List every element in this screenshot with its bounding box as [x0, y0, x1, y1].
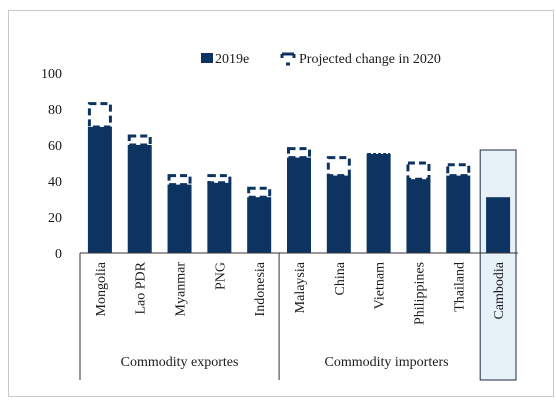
projected-change-malaysia	[287, 147, 311, 160]
bar-2019e-philippines	[406, 179, 431, 253]
y-tick-label: 60	[48, 139, 62, 154]
frame-border-left	[8, 10, 9, 397]
bar-2019e-china	[326, 175, 351, 253]
x-tick-label-philippines: Philippines	[412, 262, 427, 325]
bar-2019e-cambodia	[486, 197, 511, 253]
legend-label-projected: Projected change in 2020	[299, 52, 441, 67]
legend-swatch-projected	[280, 52, 296, 66]
y-tick-label: 20	[48, 211, 62, 226]
x-tick-label-png: PNG	[213, 262, 228, 290]
bar-2019e-indonesia	[247, 197, 272, 253]
x-tick-label-china: China	[333, 261, 348, 295]
bar-2019e-lao-pdr	[127, 145, 152, 253]
frame-border-top	[8, 10, 554, 11]
group-label-commodity-exportes: Commodity exportes	[121, 355, 239, 370]
group-label-commodity-importers: Commodity importers	[325, 355, 449, 370]
projected-change-china	[326, 156, 351, 178]
x-tick-label-cambodia: Cambodia	[492, 261, 507, 319]
y-tick-label: 100	[41, 67, 62, 82]
projected-change-vietnam	[367, 153, 391, 157]
x-tick-label-vietnam: Vietnam	[373, 262, 388, 309]
bar-2019e-vietnam	[366, 154, 391, 253]
projected-change-philippines	[406, 161, 431, 181]
x-tick-label-myanmar: Myanmar	[174, 262, 189, 317]
bar-2019e-malaysia	[287, 157, 311, 253]
bar-2019e-thailand	[446, 175, 471, 253]
legend-swatch-2019e	[201, 53, 213, 63]
x-tick-label-indonesia: Indonesia	[253, 261, 268, 316]
x-tick-label-lao-pdr: Lao PDR	[134, 261, 149, 314]
y-tick-label: 80	[48, 103, 62, 118]
x-tick-label-mongolia: Mongolia	[94, 261, 109, 316]
y-tick-label: 0	[55, 247, 62, 262]
projected-change-lao-pdr	[127, 134, 152, 147]
frame-border-bottom	[8, 396, 554, 397]
frame-border-right	[553, 10, 554, 397]
bar-2019e-mongolia	[87, 127, 112, 253]
projected-change-mongolia	[87, 102, 112, 129]
x-tick-label-malaysia: Malaysia	[293, 261, 308, 313]
projected-change-myanmar	[167, 174, 192, 187]
legend-label-2019e: 2019e	[215, 52, 249, 67]
projected-change-thailand	[446, 163, 471, 178]
bar-2019e-myanmar	[167, 184, 192, 253]
x-tick-label-thailand: Thailand	[452, 262, 467, 312]
highlight-box-cambodia	[479, 149, 517, 381]
y-tick-label: 40	[48, 175, 62, 190]
projected-change-indonesia	[247, 186, 272, 199]
bar-2019e-png	[207, 182, 232, 253]
projected-change-png	[207, 174, 232, 185]
